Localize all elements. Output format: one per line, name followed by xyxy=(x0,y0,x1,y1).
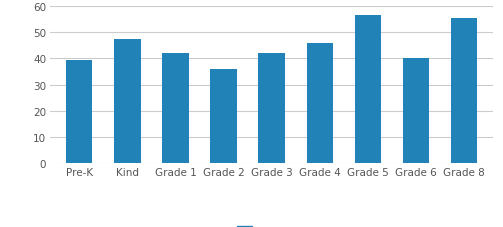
Bar xyxy=(403,59,429,163)
Bar xyxy=(306,43,333,163)
Bar xyxy=(114,39,140,163)
Bar xyxy=(451,19,477,163)
Bar xyxy=(355,16,381,163)
Bar xyxy=(162,54,189,163)
Legend: Grades: Grades xyxy=(237,226,306,227)
Bar xyxy=(210,69,237,163)
Bar xyxy=(66,60,93,163)
Bar xyxy=(259,54,285,163)
